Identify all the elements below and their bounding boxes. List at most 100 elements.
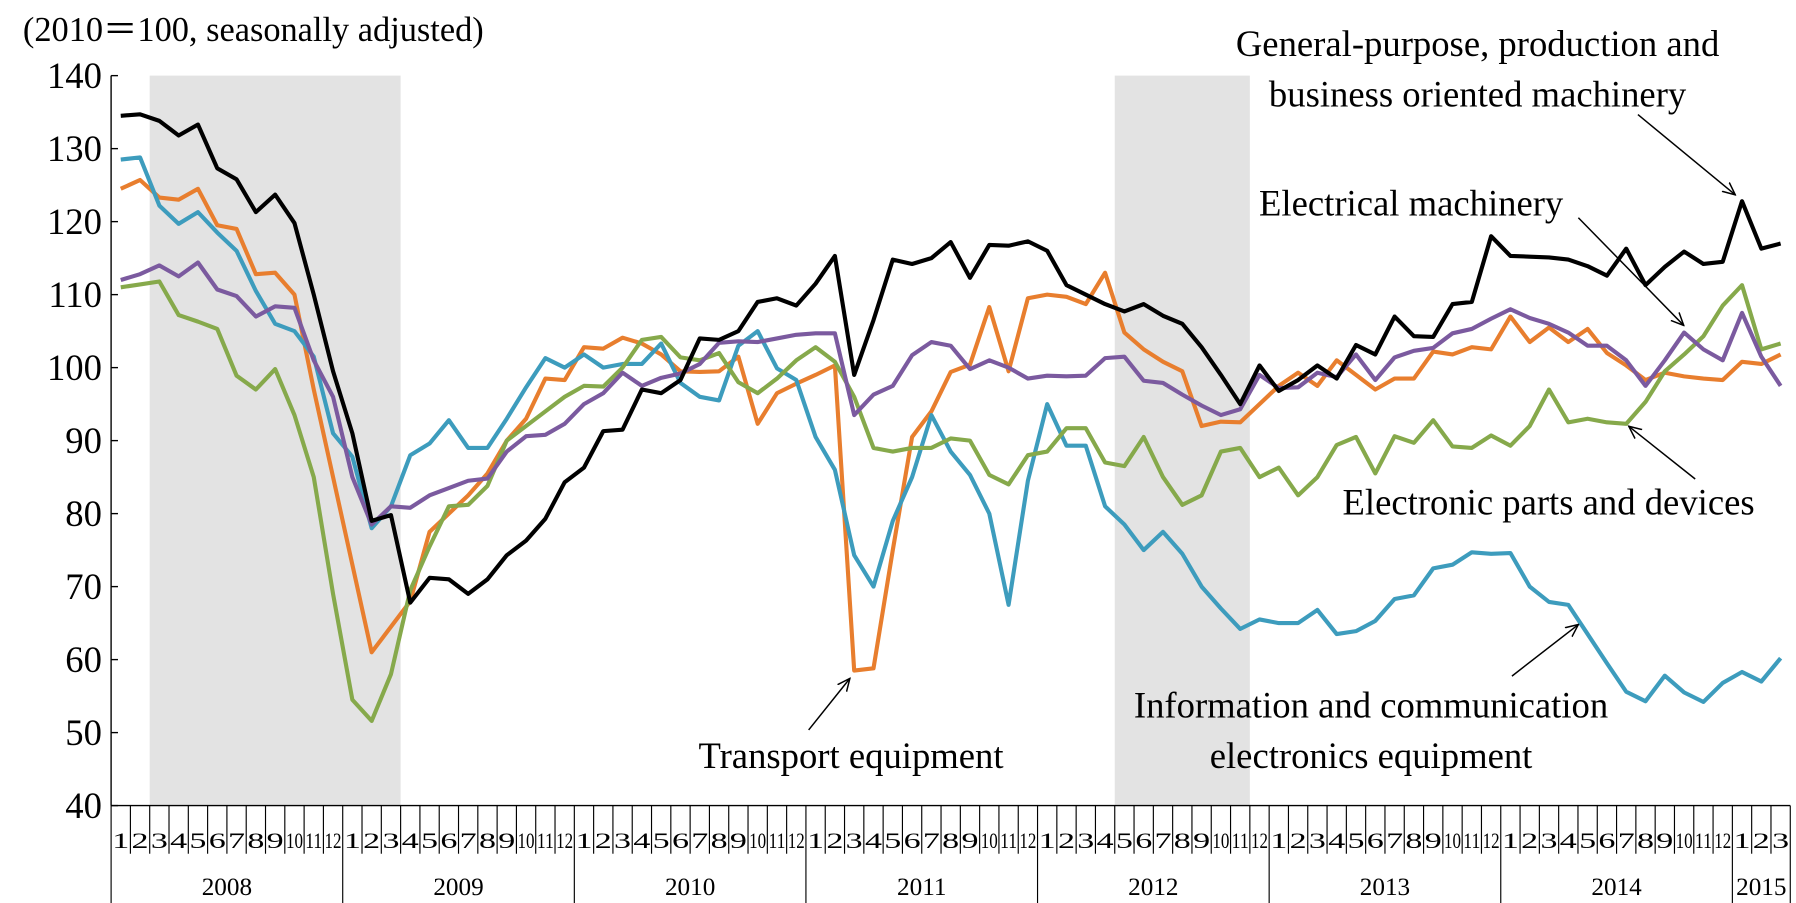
year-label: 2008 xyxy=(202,874,252,901)
x-tick-label: 4 xyxy=(1328,829,1345,853)
lines-layer xyxy=(119,112,1783,723)
y-tick-label: 90 xyxy=(65,420,102,461)
x-tick-label: 4 xyxy=(633,829,650,853)
y-tick-label: 60 xyxy=(65,639,102,680)
x-tick-label: 8 xyxy=(1174,829,1191,853)
x-tick-label: 2 xyxy=(1290,829,1307,853)
x-tick-label: 10 xyxy=(286,829,303,853)
y-tick-label: 140 xyxy=(47,55,102,96)
x-tick-label: 11 xyxy=(1463,829,1480,853)
arrow xyxy=(1637,114,1735,195)
y-tick-label: 120 xyxy=(47,201,102,242)
arrow xyxy=(1629,426,1696,480)
x-tick-label: 10 xyxy=(518,829,535,853)
x-tick-label: 4 xyxy=(1560,829,1577,853)
x-tick-label: 5 xyxy=(1116,829,1133,853)
x-tick-label: 10 xyxy=(981,829,998,853)
y-tick-label: 70 xyxy=(65,566,102,607)
x-tick-label: 2 xyxy=(363,829,380,853)
series-label-box: General-purpose, production and business… xyxy=(1235,22,1720,115)
x-tick-label: 11 xyxy=(1000,829,1017,853)
x-tick-label: 1 xyxy=(1039,829,1056,853)
x-tick-label: 6 xyxy=(1367,829,1384,853)
x-tick-label: 2 xyxy=(826,829,843,853)
arrow xyxy=(808,678,850,731)
labels-layer: (2010＝100, seasonally adjusted) General-… xyxy=(23,11,1755,776)
x-tick-label: 3 xyxy=(614,829,631,853)
year-label: 2010 xyxy=(665,874,715,901)
x-tick-label: 11 xyxy=(1232,829,1249,853)
x-tick-label: 1 xyxy=(1502,829,1519,853)
x-tick-label: 5 xyxy=(653,829,670,853)
year-label: 2015 xyxy=(1736,874,1786,901)
year-label: 2013 xyxy=(1360,874,1410,901)
x-tick-label: 3 xyxy=(1772,829,1789,853)
x-tick-label: 5 xyxy=(189,829,206,853)
x-tick-label: 2 xyxy=(1753,829,1770,853)
x-tick-label: 10 xyxy=(1444,829,1461,853)
x-tick-label: 11 xyxy=(305,829,322,853)
x-tick-label: 8 xyxy=(247,829,264,853)
x-tick-label: 12 xyxy=(788,829,805,853)
x-tick-label: 7 xyxy=(691,829,708,853)
x-tick-label: 4 xyxy=(170,829,187,853)
series-label: General-purpose, production and business… xyxy=(1235,22,1720,115)
recession-shading xyxy=(149,75,401,806)
x-tick-label: 4 xyxy=(402,829,419,853)
x-tick-label: 2 xyxy=(1058,829,1075,853)
x-tick-label: 1 xyxy=(344,829,361,853)
x-tick-label: 3 xyxy=(382,829,399,853)
x-tick-label: 5 xyxy=(1579,829,1596,853)
x-tick-label: 8 xyxy=(479,829,496,853)
x-tick-label: 5 xyxy=(884,829,901,853)
y-tick-label: 100 xyxy=(47,347,102,388)
x-tick-label: 2 xyxy=(1521,829,1538,853)
x-tick-label: 7 xyxy=(460,829,477,853)
x-tick-label: 12 xyxy=(556,829,573,853)
x-tick-label: 3 xyxy=(1077,829,1094,853)
x-tick-label: 9 xyxy=(267,829,284,853)
x-tick-label: 5 xyxy=(1348,829,1365,853)
x-tick-label: 1 xyxy=(807,829,824,853)
x-tick-label: 8 xyxy=(1637,829,1654,853)
x-tick-label: 8 xyxy=(711,829,728,853)
series-label: Information and communication electronic… xyxy=(1133,684,1609,776)
series-line xyxy=(119,177,1782,673)
x-tick-label: 7 xyxy=(1618,829,1635,853)
series-line xyxy=(120,155,1783,705)
x-tick-label: 5 xyxy=(421,829,438,853)
x-tick-label: 1 xyxy=(1734,829,1751,853)
x-tick-label: 9 xyxy=(1425,829,1442,853)
x-tick-label: 1 xyxy=(112,829,129,853)
x-tick-label: 8 xyxy=(942,829,959,853)
x-tick-label: 1 xyxy=(1270,829,1287,853)
y-tick-label: 40 xyxy=(65,785,102,826)
series-label: Transport equipment xyxy=(699,735,1004,776)
x-tick-label: 6 xyxy=(904,829,921,853)
x-tick-label: 2 xyxy=(132,829,149,853)
x-tick-label: 12 xyxy=(1714,829,1731,853)
x-tick-label: 9 xyxy=(1193,829,1210,853)
series-label-box: Information and communication electronic… xyxy=(1133,684,1609,776)
x-tick-label: 7 xyxy=(228,829,245,853)
series-label: Electrical machinery xyxy=(1259,182,1564,223)
x-tick-label: 7 xyxy=(923,829,940,853)
series-line xyxy=(120,112,1782,605)
x-tick-label: 9 xyxy=(730,829,747,853)
arrow xyxy=(1577,217,1683,326)
x-tick-label: 12 xyxy=(1019,829,1036,853)
series-line xyxy=(120,260,1783,527)
year-label: 2009 xyxy=(433,874,483,901)
x-tick-label: 3 xyxy=(846,829,863,853)
x-tick-label: 6 xyxy=(440,829,457,853)
arrow xyxy=(1511,625,1578,677)
x-tick-label: 1 xyxy=(575,829,592,853)
year-label: 2014 xyxy=(1591,874,1642,901)
x-tick-label: 3 xyxy=(1541,829,1558,853)
x-tick-label: 8 xyxy=(1405,829,1422,853)
x-tick-label: 6 xyxy=(209,829,226,853)
x-tick-label: 10 xyxy=(1676,829,1693,853)
